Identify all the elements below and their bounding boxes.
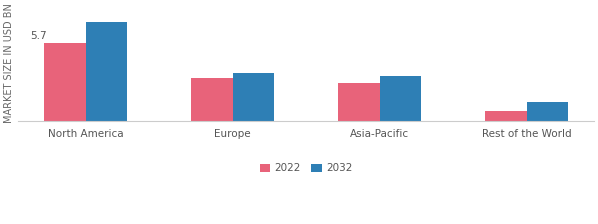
Bar — [486, 112, 526, 121]
Text: 5.7: 5.7 — [30, 31, 47, 41]
Bar — [526, 102, 568, 121]
Bar — [380, 76, 421, 121]
Bar — [233, 73, 274, 121]
Y-axis label: MARKET SIZE IN USD BN: MARKET SIZE IN USD BN — [4, 3, 14, 123]
Bar — [191, 78, 233, 121]
Bar — [86, 22, 127, 121]
Bar — [338, 83, 380, 121]
Bar — [44, 43, 86, 121]
Legend: 2022, 2032: 2022, 2032 — [256, 159, 356, 177]
